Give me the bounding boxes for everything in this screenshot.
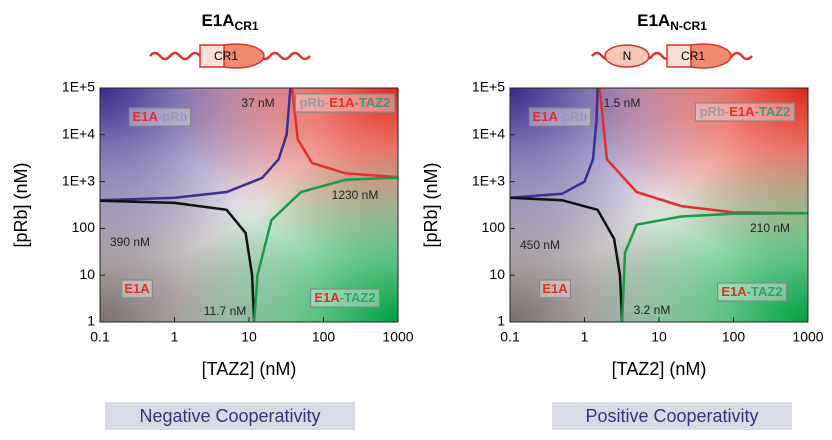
x-tick-label: 0.1 — [500, 329, 520, 345]
x-tick-label: 100 — [722, 329, 746, 345]
y-tick-label: 100 — [72, 219, 96, 235]
chart-title: E1AN-CR1 — [637, 11, 707, 33]
y-tick-label: 1E+4 — [472, 126, 505, 142]
title-subscript: CR1 — [235, 19, 259, 33]
region-label: E1A-pRb — [133, 109, 188, 124]
region-label-part: E1A — [133, 109, 159, 124]
title-main: E1A — [201, 11, 234, 30]
region-label-part: -pRb — [158, 109, 188, 124]
region-label: E1A — [542, 281, 568, 296]
region-label-part: pRb- — [700, 104, 730, 119]
chart-title: E1ACR1 — [201, 11, 258, 33]
region-label-part: E1A — [721, 284, 747, 299]
region-label: pRb-E1A-TAZ2 — [300, 95, 391, 110]
y-tick-label: 1E+3 — [472, 172, 505, 188]
region-label: pRb-E1A-TAZ2 — [700, 104, 791, 119]
y-axis-label: [pRb] (nM) — [421, 162, 441, 247]
region-label-part: -TAZ2 — [755, 104, 791, 119]
y-tick-label: 100 — [482, 219, 506, 235]
x-tick-label: 1000 — [382, 329, 413, 345]
annotation: 1.5 nM — [604, 96, 641, 110]
annotation: 3.2 nM — [634, 303, 671, 317]
region-label-part: pRb- — [300, 95, 330, 110]
region-label-part: -TAZ2 — [355, 95, 391, 110]
region-label: E1A-TAZ2 — [721, 284, 782, 299]
region-label-part: E1A — [729, 104, 755, 119]
caption: Positive Cooperativity — [585, 406, 758, 426]
x-axis-label: [TAZ2] (nM) — [202, 359, 297, 379]
region-label: E1A-pRb — [533, 109, 588, 124]
schematic-label: CR1 — [214, 49, 238, 63]
region-label-part: -TAZ2 — [340, 290, 376, 305]
annotation: 11.7 nM — [204, 304, 246, 318]
y-tick-label: 1E+5 — [62, 79, 95, 95]
region-label-part: E1A — [124, 281, 150, 296]
y-tick-label: 1E+4 — [62, 126, 95, 142]
region-label-part: E1A — [329, 95, 355, 110]
region-label-part: E1A — [314, 290, 340, 305]
y-axis-label: [pRb] (nM) — [11, 162, 31, 247]
x-tick-label: 1 — [171, 329, 179, 345]
figure: E1ACR1CR10.111010010001101001E+31E+41E+5… — [0, 0, 832, 435]
annotation: 1230 nM — [332, 188, 379, 202]
x-tick-label: 10 — [241, 329, 257, 345]
x-axis-label: [TAZ2] (nM) — [612, 359, 707, 379]
title-main: E1A — [637, 11, 670, 30]
schematic-label: N — [623, 49, 632, 63]
annotation: 450 nM — [520, 238, 560, 252]
y-tick-label: 1E+5 — [472, 79, 505, 95]
annotation: 37 nM — [241, 96, 274, 110]
region-label-part: E1A — [542, 281, 568, 296]
y-tick-label: 1 — [497, 313, 505, 329]
x-tick-label: 100 — [312, 329, 336, 345]
x-tick-label: 1 — [581, 329, 589, 345]
region-label-part: E1A — [533, 109, 559, 124]
y-tick-label: 1E+3 — [62, 172, 95, 188]
y-tick-label: 10 — [489, 266, 505, 282]
y-tick-label: 10 — [79, 266, 95, 282]
x-tick-label: 10 — [651, 329, 667, 345]
region-label: E1A — [124, 281, 150, 296]
y-tick-label: 1 — [87, 313, 95, 329]
x-tick-label: 0.1 — [90, 329, 110, 345]
x-tick-label: 1000 — [792, 329, 823, 345]
annotation: 210 nM — [750, 221, 790, 235]
title-subscript: N-CR1 — [670, 19, 707, 33]
region-label-part: -pRb — [558, 109, 588, 124]
region-label-part: -TAZ2 — [747, 284, 783, 299]
schematic-label: CR1 — [681, 49, 705, 63]
annotation: 390 nM — [110, 235, 150, 249]
region-label: E1A-TAZ2 — [314, 290, 375, 305]
caption: Negative Cooperativity — [139, 406, 320, 426]
